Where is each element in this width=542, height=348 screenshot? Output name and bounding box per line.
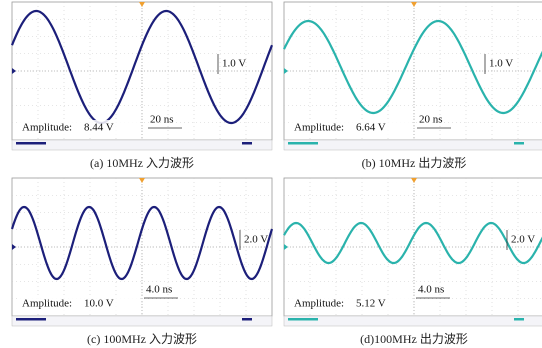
status-chip [288,142,318,145]
status-chip [16,318,46,321]
amplitude-label: Amplitude: [294,122,344,134]
scope-panel: 1.0 V 20 ns Amplitude: 8.44 V [12,2,272,150]
scope-panel: 1.0 V 20 ns Amplitude: 6.64 V [284,2,542,150]
status-bar [284,140,542,150]
amplitude-value: 8.44 V [84,122,114,134]
status-bar [284,316,542,326]
volt-scale: 2.0 V [511,234,535,246]
amplitude-value: 6.64 V [356,122,386,134]
volt-scale: 2.0 V [244,234,268,246]
scope-panel: 2.0 V 4.0 ns Amplitude: 5.12 V [284,178,542,326]
time-scale: 20 ns [419,114,443,126]
amplitude-value: 10.0 V [84,298,114,310]
amplitude-label: Amplitude: [22,298,72,310]
caption: (a) 10MHz 入力波形 [90,156,194,170]
scope-panel: 2.0 V 4.0 ns Amplitude: 10.0 V [12,178,272,326]
caption: (c) 100MHz 入力波形 [87,332,197,346]
caption: (d)100MHz 出力波形 [360,332,468,346]
status-chip [514,142,524,145]
status-chip [514,318,524,321]
time-scale: 4.0 ns [418,284,444,296]
caption: (b) 10MHz 出力波形 [362,156,467,170]
status-chip [242,142,252,145]
volt-scale: 1.0 V [489,58,513,70]
status-chip [16,142,46,145]
status-chip [288,318,318,321]
volt-scale: 1.0 V [222,58,246,70]
status-bar [12,316,272,326]
status-chip [242,318,252,321]
time-scale: 4.0 ns [146,284,172,296]
amplitude-value: 5.12 V [356,298,386,310]
amplitude-label: Amplitude: [294,298,344,310]
status-bar [12,140,272,150]
time-scale: 20 ns [150,114,174,126]
figure: 1.0 V 20 ns Amplitude: 8.44 V (a) 10MHz 入力波形… [0,0,542,348]
amplitude-label: Amplitude: [22,122,72,134]
